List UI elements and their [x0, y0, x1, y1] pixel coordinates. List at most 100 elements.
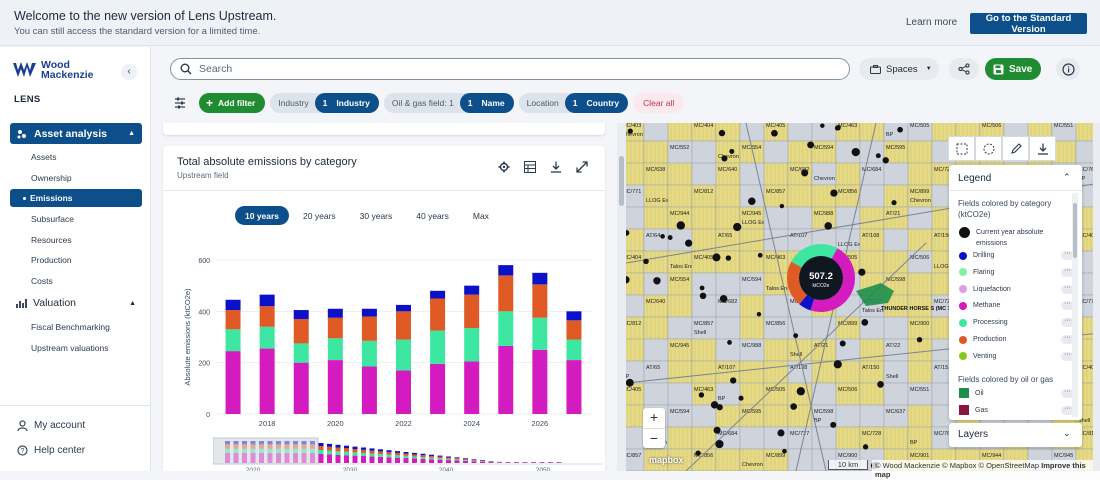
well-marker[interactable]: [748, 197, 756, 205]
wood-mackenzie-logo[interactable]: Wood Mackenzie: [13, 60, 94, 80]
bar-segment-methane[interactable]: [464, 361, 479, 414]
lease-block[interactable]: [908, 229, 932, 251]
gear-icon[interactable]: [498, 161, 510, 173]
well-marker[interactable]: [840, 341, 846, 347]
lease-block[interactable]: [740, 427, 764, 449]
well-marker[interactable]: [876, 153, 881, 158]
info-button[interactable]: [1056, 58, 1080, 80]
well-marker[interactable]: [758, 253, 763, 258]
well-marker[interactable]: [897, 127, 903, 133]
lease-block[interactable]: [764, 405, 788, 427]
lease-block[interactable]: [716, 185, 740, 207]
well-marker[interactable]: [801, 169, 808, 176]
lease-block[interactable]: [668, 295, 692, 317]
well-marker[interactable]: [782, 449, 787, 454]
lease-block[interactable]: [788, 207, 812, 229]
add-filter-button[interactable]: + Add filter: [199, 93, 265, 113]
bar-segment-drilling[interactable]: [328, 309, 343, 318]
well-marker[interactable]: [700, 293, 707, 300]
tab-40-years[interactable]: 40 years: [406, 206, 459, 225]
well-marker[interactable]: [712, 253, 720, 261]
lease-block[interactable]: [764, 163, 788, 185]
bar-segment-processing[interactable]: [294, 343, 309, 362]
lease-block[interactable]: [812, 427, 836, 449]
well-marker[interactable]: [824, 222, 832, 230]
well-marker[interactable]: [730, 377, 736, 383]
lease-block[interactable]: [836, 163, 860, 185]
lease-block[interactable]: [860, 185, 884, 207]
nav-item-resources[interactable]: Resources: [31, 235, 72, 245]
tab-20-years[interactable]: 20 years: [293, 206, 346, 225]
bar-segment-methane[interactable]: [566, 360, 581, 414]
well-marker[interactable]: [793, 333, 798, 338]
nav-group-valuation[interactable]: Valuation ▲: [16, 297, 136, 309]
tab-10-years[interactable]: 10 years: [235, 206, 289, 225]
lease-block[interactable]: [716, 317, 740, 339]
page-scrollbar[interactable]: [1093, 123, 1100, 471]
bar-segment-production[interactable]: [566, 320, 581, 339]
bar-segment-production[interactable]: [532, 284, 547, 317]
scrollbar-thumb[interactable]: [619, 156, 624, 206]
lease-block[interactable]: [764, 229, 788, 251]
lease-block[interactable]: [626, 207, 644, 229]
well-marker[interactable]: [711, 401, 718, 408]
bar-segment-drilling[interactable]: [430, 291, 445, 299]
chevron-up-icon[interactable]: ⌃: [1063, 172, 1071, 183]
well-marker[interactable]: [726, 255, 731, 260]
bar-segment-drilling[interactable]: [396, 305, 411, 311]
lease-block[interactable]: [788, 123, 812, 141]
lease-block[interactable]: [626, 295, 644, 317]
lease-block[interactable]: [908, 405, 932, 427]
bar-segment-methane[interactable]: [226, 351, 241, 414]
lease-block[interactable]: [884, 317, 908, 339]
bar-segment-processing[interactable]: [566, 340, 581, 361]
well-marker[interactable]: [643, 259, 649, 265]
lease-block[interactable]: [884, 383, 908, 405]
legend-scrollbar[interactable]: [1072, 193, 1078, 417]
lease-block[interactable]: [668, 123, 692, 141]
my-account-link[interactable]: My account: [17, 420, 85, 431]
lease-block[interactable]: [908, 361, 932, 383]
bar-segment-processing[interactable]: [328, 338, 343, 360]
standard-version-button[interactable]: Go to the Standard Version: [970, 13, 1087, 34]
well-marker[interactable]: [891, 200, 896, 205]
bar-segment-methane[interactable]: [498, 346, 513, 414]
bar-segment-production[interactable]: [430, 299, 445, 331]
bar-segment-methane[interactable]: [294, 363, 309, 414]
lease-block[interactable]: [884, 427, 908, 449]
lease-block[interactable]: [668, 427, 692, 449]
lease-block[interactable]: [836, 405, 860, 427]
well-marker[interactable]: [834, 360, 842, 368]
help-center-link[interactable]: ? Help center: [17, 445, 85, 456]
select-circle-button[interactable]: [975, 136, 1002, 161]
nav-item-costs[interactable]: Costs: [31, 276, 53, 286]
well-marker[interactable]: [883, 157, 889, 163]
bar-segment-methane[interactable]: [532, 350, 547, 414]
well-marker[interactable]: [790, 403, 797, 410]
bar-segment-processing[interactable]: [396, 340, 411, 371]
well-marker[interactable]: [738, 396, 743, 401]
lease-block[interactable]: [908, 273, 932, 295]
lease-block[interactable]: [788, 185, 812, 207]
nav-item-assets[interactable]: Assets: [31, 152, 57, 162]
bar-segment-drilling[interactable]: [566, 311, 581, 320]
bar-segment-processing[interactable]: [430, 331, 445, 364]
spaces-dropdown[interactable]: Spaces ▼: [859, 58, 939, 80]
lease-block[interactable]: [908, 141, 932, 163]
well-marker[interactable]: [733, 223, 741, 231]
well-marker[interactable]: [719, 130, 725, 136]
well-marker[interactable]: [807, 141, 814, 148]
lease-block[interactable]: [764, 361, 788, 383]
lease-block[interactable]: [860, 405, 884, 427]
collapse-sidebar-button[interactable]: ‹: [121, 64, 137, 80]
well-marker[interactable]: [628, 128, 633, 133]
lease-block[interactable]: [668, 185, 692, 207]
well-marker[interactable]: [677, 221, 685, 229]
well-marker[interactable]: [714, 427, 721, 434]
lease-block[interactable]: [644, 317, 668, 339]
bar-segment-drilling[interactable]: [362, 309, 377, 317]
well-marker[interactable]: [757, 312, 761, 316]
search-bar[interactable]: [170, 58, 850, 80]
lease-block[interactable]: [740, 123, 764, 141]
